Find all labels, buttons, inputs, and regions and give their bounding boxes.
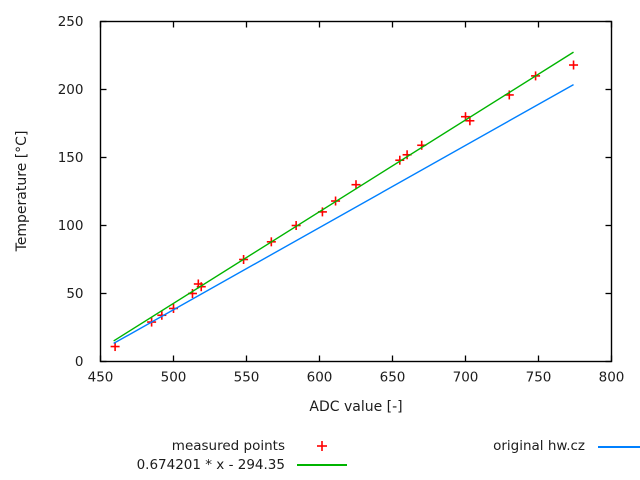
x-tick-label: 550 xyxy=(234,370,260,386)
y-tick-label: 150 xyxy=(58,150,84,166)
x-axis-title: ADC value [-] xyxy=(309,399,402,415)
y-axis-title: Temperature [°C] xyxy=(14,131,30,253)
measured-point xyxy=(569,60,579,70)
measured-point xyxy=(395,155,405,165)
legend-line-fit xyxy=(297,464,347,466)
x-tick-label: 450 xyxy=(88,370,114,386)
y-tick-label: 200 xyxy=(58,82,84,98)
measured-point xyxy=(351,180,361,190)
legend-line-original-hwcz xyxy=(598,446,640,448)
x-tick-label: 500 xyxy=(161,370,187,386)
measured-point xyxy=(110,342,120,352)
x-tick-label: 650 xyxy=(380,370,406,386)
legend-label-fit-formula: 0.674201 * x - 294.35 xyxy=(136,457,285,473)
plus-marker-icon xyxy=(317,441,327,451)
y-tick-label: 250 xyxy=(58,14,84,30)
legend-label-measured-points: measured points xyxy=(171,438,285,454)
x-tick-label: 750 xyxy=(526,370,552,386)
y-tick-label: 0 xyxy=(75,354,84,370)
x-tick-label: 800 xyxy=(599,370,625,386)
x-tick-label: 700 xyxy=(453,370,479,386)
measured-point xyxy=(291,221,301,230)
plot-border xyxy=(99,20,613,363)
y-tick-label: 50 xyxy=(66,286,83,302)
y-tick-label: 100 xyxy=(58,218,84,234)
series-line-1 xyxy=(113,51,574,342)
series-line-2 xyxy=(113,83,574,345)
legend-label-original-hwcz: original hw.cz xyxy=(493,438,585,454)
x-tick-label: 600 xyxy=(307,370,333,386)
